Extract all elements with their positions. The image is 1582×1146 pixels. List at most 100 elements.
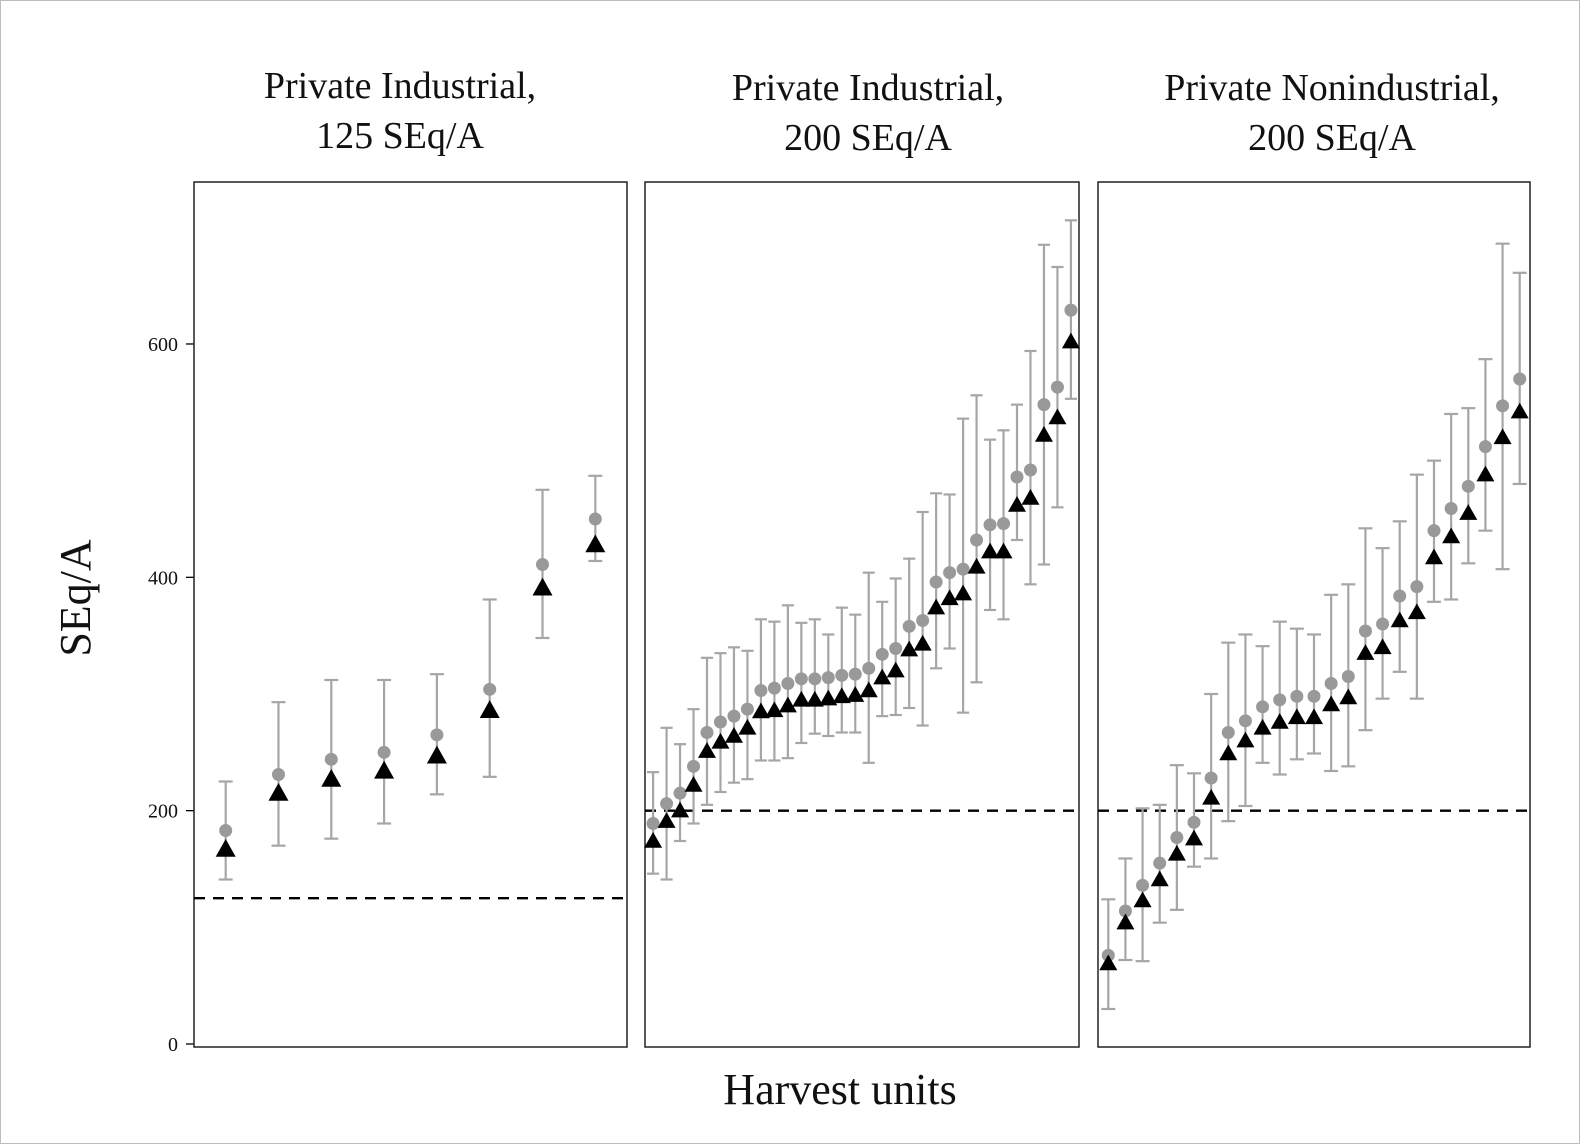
circle-point [916,613,930,627]
triangle-point [751,702,770,719]
data-point [873,600,892,718]
triangle-point [644,831,663,848]
y-axis: 0 200 400 600 [148,182,195,1056]
panel-3-title-line1: Private Nonindustrial, [1164,67,1500,109]
circle-point [1064,303,1078,317]
data-point [1425,459,1443,603]
triangle-point [1270,712,1289,729]
triangle-point [738,718,757,735]
panel-3-title-line2: 200 SEq/A [1248,117,1416,159]
triangle-point [1202,788,1221,805]
circle-point [835,668,849,682]
triangle-point [1185,829,1203,846]
data-point [684,708,703,825]
circle-point [1187,815,1201,829]
triangle-point [1373,638,1392,655]
triangle-point [1493,428,1512,445]
circle-point [862,661,876,675]
circle-point [970,533,984,547]
circle-point [1010,470,1024,484]
triangle-point [819,689,838,706]
panel-border [644,181,1080,1048]
triangle-point [1425,548,1443,565]
triangle-point [1476,465,1495,482]
data-point [479,598,500,778]
data-point [846,613,865,734]
data-point [1287,627,1306,761]
triangle-point [873,668,892,685]
circle-point [1136,878,1150,892]
data-point [1202,692,1221,860]
data-point [832,606,851,734]
circle-point [1444,501,1458,515]
triangle-point [1287,708,1306,725]
panel-titles: Private Industrial, 125 SEq/A Private In… [264,65,1500,159]
circle-point [377,745,391,759]
triangle-point [532,577,553,596]
y-tick-label: 600 [148,334,178,356]
data-point [1390,520,1409,673]
triangle-point [671,801,690,818]
triangle-point [805,690,824,707]
data-point [1167,764,1186,911]
triangle-point [479,700,500,718]
circle-point [1393,589,1407,603]
circle-point [430,728,444,742]
panel-1 [193,181,628,1048]
circle-point [1410,580,1424,594]
triangle-point [927,598,946,615]
circle-point [1427,524,1441,538]
data-point [698,656,716,806]
circle-point [997,517,1011,531]
triangle-point [832,687,851,704]
panel-1-title-line1: Private Industrial, [264,65,536,107]
triangle-point [1510,402,1529,419]
y-tick-label: 0 [168,1034,178,1056]
circle-point [1496,399,1510,413]
data-point [1150,803,1169,924]
triangle-point [321,768,342,787]
triangle-point [1407,603,1426,620]
data-point [981,438,1000,612]
x-axis-label: Harvest units [723,1065,956,1114]
circle-point [1324,676,1338,690]
triangle-point [792,690,811,707]
data-point [1021,349,1040,586]
triangle-point [698,742,716,758]
circle-point [1478,440,1492,454]
data-point [1339,583,1358,768]
data-point [1442,412,1461,601]
circle-point [660,797,674,811]
data-point [724,646,743,784]
data-point [374,678,395,825]
data-point [585,474,606,563]
data-point [967,394,986,684]
triangle-point [1133,891,1152,908]
panel-2-title-line1: Private Industrial, [732,67,1004,109]
circle-point [956,562,970,576]
data-point [268,701,289,847]
circle-point [1461,479,1475,493]
triangle-point [585,534,606,553]
data-point [1236,633,1255,808]
circle-point [1050,380,1064,394]
panel-border [193,181,628,1048]
panel-border [1097,181,1531,1048]
circle-point [1238,714,1252,728]
triangle-point [1034,425,1053,442]
triangle-point [1356,644,1375,660]
triangle-point [724,726,743,743]
data-point [1270,620,1289,776]
data-point [778,604,797,760]
triangle-point [1021,488,1040,505]
circle-point [1204,771,1218,785]
circle-point [1513,372,1527,386]
triangle-point [765,701,784,718]
data-point [886,577,905,717]
data-point [927,492,946,670]
circle-point [673,786,687,800]
circle-point [1037,398,1051,412]
circle-point [754,683,768,697]
